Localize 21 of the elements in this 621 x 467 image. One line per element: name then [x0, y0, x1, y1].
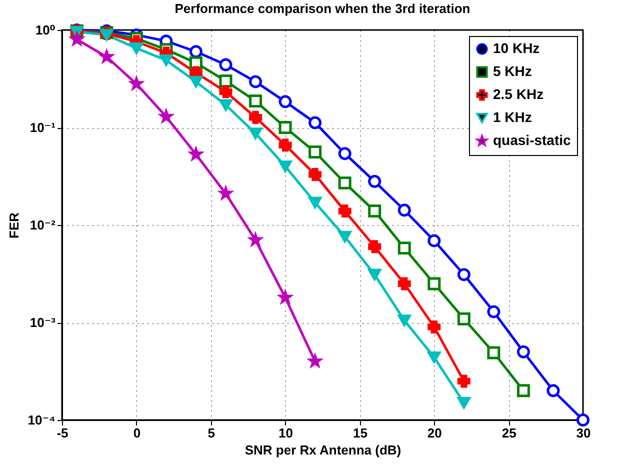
y-tick-label: 10⁻⁴	[28, 412, 56, 428]
x-tick-label: 0	[133, 426, 141, 440]
x-tick-label: -5	[56, 426, 68, 440]
legend-label: quasi-static	[493, 132, 572, 148]
x-tick-label: 10	[278, 426, 294, 440]
x-tick-label: 15	[352, 426, 368, 440]
legend-label: 5 KHz	[493, 63, 532, 79]
legend-label: 10 KHz	[493, 40, 540, 56]
y-tick-label: 10⁻²	[30, 218, 56, 232]
y-tick-label: 10⁰	[35, 22, 56, 38]
x-tick-label: 30	[576, 426, 591, 440]
chart-title: Performance comparison when the 3rd iteration	[174, 0, 470, 16]
x-tick-label: 20	[427, 426, 442, 440]
legend-label: 2.5 KHz	[493, 86, 544, 102]
x-tick-label: 5	[208, 426, 215, 440]
y-tick-label: 10⁻¹	[30, 120, 56, 135]
y-tick-label: 10⁻³	[30, 315, 56, 330]
x-tick-label: 25	[502, 426, 516, 440]
legend-label: 1 KHz	[493, 109, 532, 125]
x-axis-title: SNR per Rx Antenna (dB)	[244, 442, 402, 458]
y-axis-title: FER	[6, 212, 22, 238]
